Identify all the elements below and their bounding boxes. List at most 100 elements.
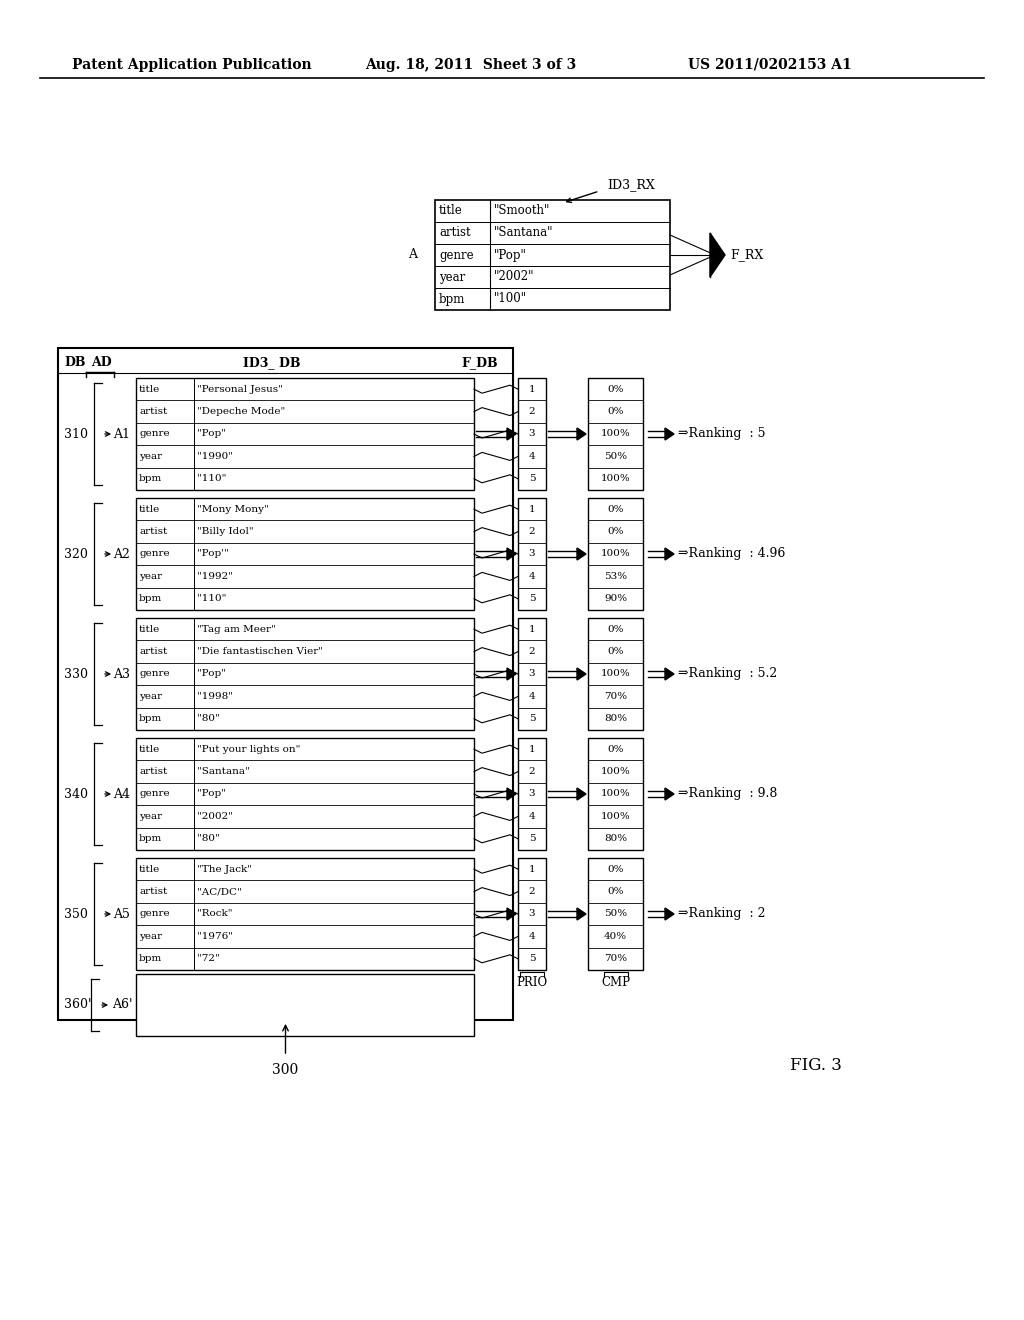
Text: 300: 300 bbox=[272, 1063, 299, 1077]
Text: 0%: 0% bbox=[607, 744, 624, 754]
Polygon shape bbox=[577, 908, 586, 920]
Text: genre: genre bbox=[139, 549, 170, 558]
Text: 4: 4 bbox=[528, 692, 536, 701]
Text: "80": "80" bbox=[197, 834, 220, 843]
Bar bbox=[136, 498, 474, 610]
Text: 50%: 50% bbox=[604, 909, 627, 919]
Text: 70%: 70% bbox=[604, 692, 627, 701]
Text: FIG. 3: FIG. 3 bbox=[790, 1057, 842, 1074]
Text: "80": "80" bbox=[197, 714, 220, 723]
Bar bbox=[518, 858, 546, 970]
Text: 100%: 100% bbox=[601, 429, 631, 438]
Bar bbox=[58, 348, 513, 1020]
Text: 50%: 50% bbox=[604, 451, 627, 461]
Text: "Santana": "Santana" bbox=[197, 767, 250, 776]
Text: 320: 320 bbox=[63, 548, 88, 561]
Text: 1: 1 bbox=[528, 624, 536, 634]
Text: "Depeche Mode": "Depeche Mode" bbox=[197, 407, 286, 416]
Polygon shape bbox=[665, 788, 674, 800]
Text: 1: 1 bbox=[528, 744, 536, 754]
Text: 0%: 0% bbox=[607, 504, 624, 513]
Polygon shape bbox=[577, 548, 586, 560]
Text: genre: genre bbox=[139, 429, 170, 438]
Text: A1: A1 bbox=[113, 428, 130, 441]
Bar bbox=[588, 738, 643, 850]
Text: "AC/DC": "AC/DC" bbox=[197, 887, 242, 896]
Text: A5: A5 bbox=[113, 908, 130, 920]
Text: "Santana": "Santana" bbox=[494, 227, 554, 239]
Polygon shape bbox=[577, 428, 586, 440]
Text: bpm: bpm bbox=[439, 293, 465, 305]
Text: "110": "110" bbox=[197, 594, 226, 603]
Text: "Personal Jesus": "Personal Jesus" bbox=[197, 384, 283, 393]
Bar bbox=[518, 738, 546, 850]
Text: title: title bbox=[139, 504, 160, 513]
Polygon shape bbox=[507, 548, 516, 560]
Text: 2: 2 bbox=[528, 527, 536, 536]
Text: "110": "110" bbox=[197, 474, 226, 483]
Text: genre: genre bbox=[139, 909, 170, 919]
Text: bpm: bpm bbox=[139, 834, 162, 843]
Text: "Put your lights on": "Put your lights on" bbox=[197, 744, 300, 754]
Text: 1: 1 bbox=[528, 865, 536, 874]
Text: artist: artist bbox=[139, 767, 167, 776]
Text: 5: 5 bbox=[528, 594, 536, 603]
Bar bbox=[136, 378, 474, 490]
Polygon shape bbox=[507, 428, 516, 440]
Text: 3: 3 bbox=[528, 549, 536, 558]
Bar bbox=[518, 498, 546, 610]
Text: "2002": "2002" bbox=[494, 271, 535, 284]
Text: A2: A2 bbox=[113, 548, 130, 561]
Text: bpm: bpm bbox=[139, 474, 162, 483]
Text: artist: artist bbox=[139, 407, 167, 416]
Text: 1: 1 bbox=[528, 384, 536, 393]
Text: title: title bbox=[139, 744, 160, 754]
Polygon shape bbox=[507, 788, 516, 800]
Bar bbox=[588, 378, 643, 490]
Text: 80%: 80% bbox=[604, 714, 627, 723]
Bar bbox=[518, 618, 546, 730]
Text: "Billy Idol": "Billy Idol" bbox=[197, 527, 254, 536]
Text: title: title bbox=[139, 384, 160, 393]
Text: "Rock": "Rock" bbox=[197, 909, 232, 919]
Text: year: year bbox=[139, 812, 162, 821]
Text: "Pop'": "Pop'" bbox=[197, 549, 228, 558]
Text: 350: 350 bbox=[63, 908, 88, 920]
Text: year: year bbox=[139, 932, 162, 941]
Text: 100%: 100% bbox=[601, 474, 631, 483]
Bar bbox=[588, 618, 643, 730]
Text: "1976": "1976" bbox=[197, 932, 233, 941]
Text: 0%: 0% bbox=[607, 647, 624, 656]
Text: 40%: 40% bbox=[604, 932, 627, 941]
Polygon shape bbox=[577, 668, 586, 680]
Text: ⇒Ranking  : 2: ⇒Ranking : 2 bbox=[678, 908, 766, 920]
Text: "Pop": "Pop" bbox=[494, 248, 527, 261]
Text: 2: 2 bbox=[528, 647, 536, 656]
Text: 0%: 0% bbox=[607, 887, 624, 896]
Text: 100%: 100% bbox=[601, 549, 631, 558]
Text: artist: artist bbox=[439, 227, 471, 239]
Text: 330: 330 bbox=[63, 668, 88, 681]
Text: ID3_RX: ID3_RX bbox=[607, 178, 655, 191]
Text: 4: 4 bbox=[528, 572, 536, 581]
Text: 5: 5 bbox=[528, 714, 536, 723]
Text: title: title bbox=[139, 865, 160, 874]
Text: genre: genre bbox=[139, 669, 170, 678]
Text: year: year bbox=[139, 451, 162, 461]
Text: 0%: 0% bbox=[607, 865, 624, 874]
Bar bbox=[136, 974, 474, 1036]
Text: bpm: bpm bbox=[139, 954, 162, 964]
Text: 3: 3 bbox=[528, 429, 536, 438]
Text: 3: 3 bbox=[528, 669, 536, 678]
Text: 4: 4 bbox=[528, 812, 536, 821]
Bar bbox=[136, 618, 474, 730]
Polygon shape bbox=[577, 788, 586, 800]
Text: 1: 1 bbox=[528, 504, 536, 513]
Bar bbox=[136, 858, 474, 970]
Text: title: title bbox=[139, 624, 160, 634]
Text: 0%: 0% bbox=[607, 624, 624, 634]
Text: Aug. 18, 2011  Sheet 3 of 3: Aug. 18, 2011 Sheet 3 of 3 bbox=[365, 58, 577, 73]
Text: 100%: 100% bbox=[601, 789, 631, 799]
Text: AD: AD bbox=[91, 356, 112, 370]
Text: genre: genre bbox=[139, 789, 170, 799]
